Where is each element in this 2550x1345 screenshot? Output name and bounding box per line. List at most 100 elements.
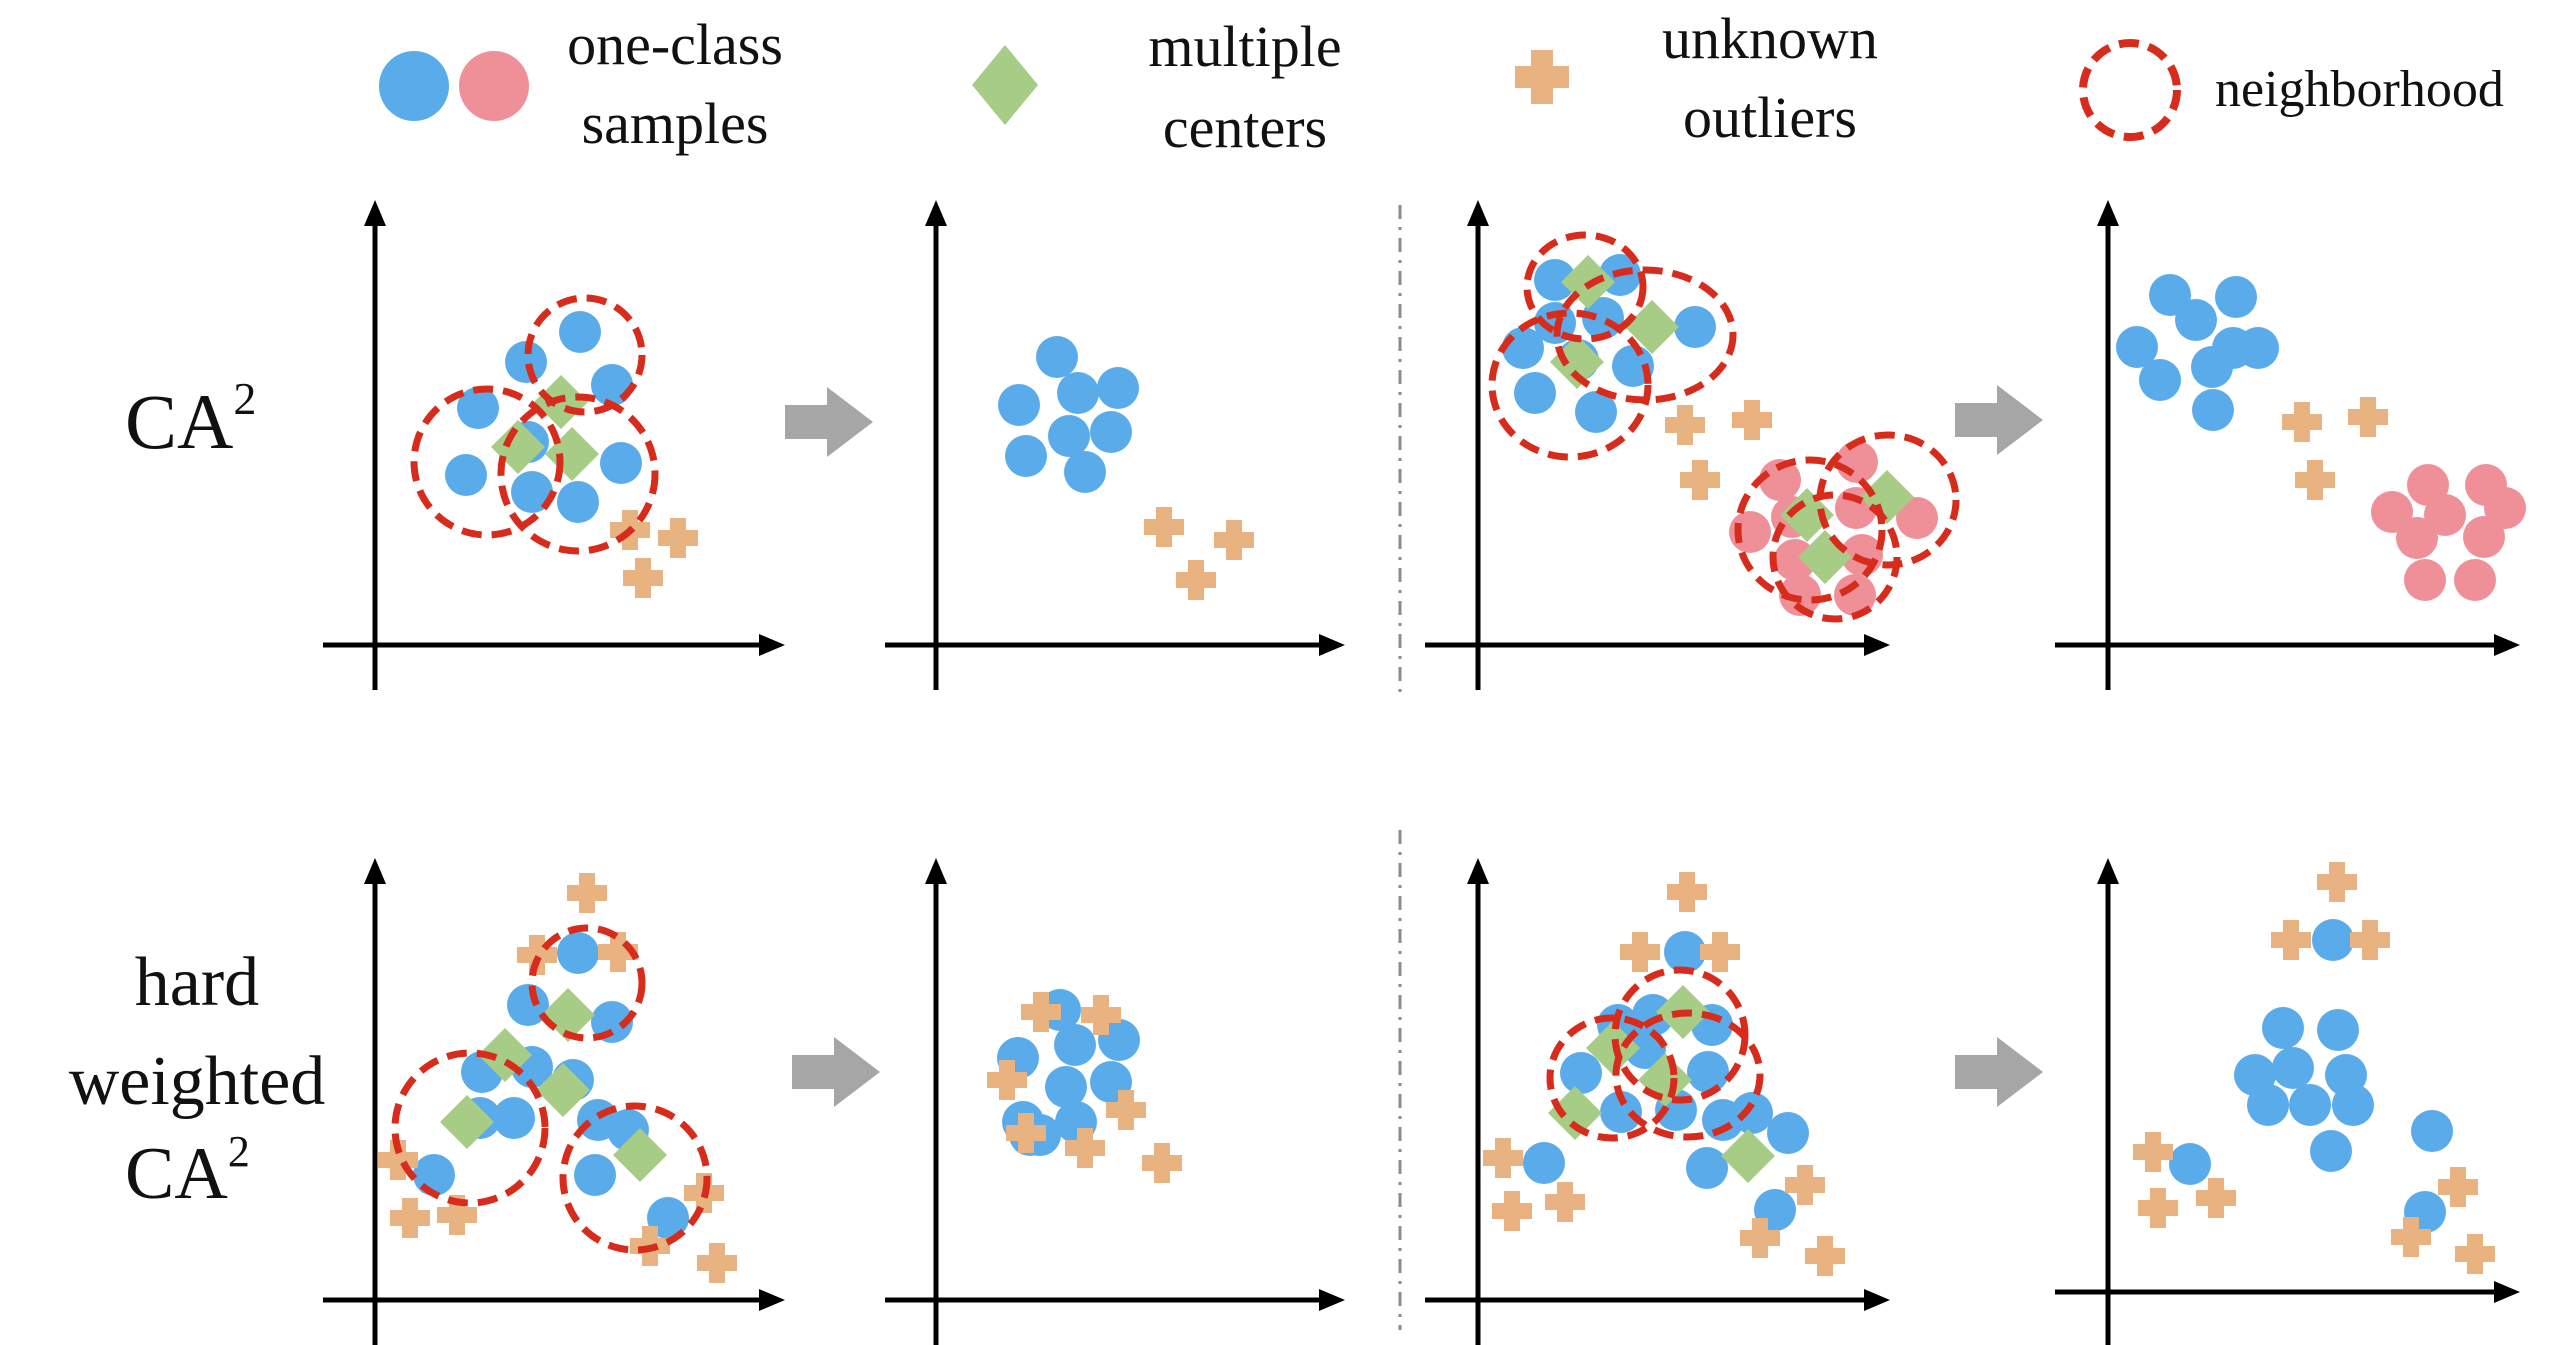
sample-pink-circle <box>1779 574 1821 616</box>
sample-blue-circle <box>1674 306 1716 348</box>
sample-blue-circle <box>2411 1110 2453 1152</box>
legend-item-neighborhood: neighborhood <box>2079 39 2504 141</box>
outlier-cross <box>1081 995 1121 1035</box>
center-diamond <box>1550 335 1604 389</box>
sample-blue-circle <box>1612 345 1654 387</box>
neighborhood-dashed-circle <box>1612 1009 1764 1141</box>
neighborhood-dashed-circle <box>1488 309 1652 461</box>
sample-blue-circle <box>507 984 549 1026</box>
outlier-cross <box>517 935 557 975</box>
sample-blue-circle <box>1687 1051 1729 1093</box>
axes-row2-panel1 <box>323 858 785 1345</box>
sample-pink-circle <box>2424 494 2466 536</box>
outlier-cross <box>1021 992 1061 1032</box>
outlier-cross <box>1006 1113 1046 1153</box>
outlier-cross <box>1144 507 1184 547</box>
y-axis-arrowhead <box>2097 858 2119 884</box>
legend-item-multiple-centers: multiple centers <box>972 14 1342 160</box>
axes-row2-panel4 <box>2055 858 2520 1345</box>
outlier-cross <box>2317 862 2357 902</box>
y-axis-arrowhead <box>925 858 947 884</box>
legend-one-class-line1: one-class <box>567 12 783 77</box>
row-label-hard-ca2-superscript: 2 <box>228 1127 250 1176</box>
outlier-cross <box>987 1060 1027 1100</box>
sample-blue-circle <box>1560 1052 1602 1094</box>
sample-blue-circle <box>1575 391 1617 433</box>
outlier-cross <box>1667 872 1707 912</box>
center-diamond <box>440 1095 494 1149</box>
axes-row2-panel3 <box>1425 858 1890 1345</box>
transform-right-arrow <box>792 1037 880 1107</box>
row-label-ca2-superscript: 2 <box>233 373 256 424</box>
legend-item-unknown-outliers: unknown outliers <box>1515 6 1878 150</box>
sample-blue-circle <box>2175 299 2217 341</box>
y-axis-arrowhead <box>1467 858 1489 884</box>
outlier-cross <box>1785 1165 1825 1205</box>
outlier-cross <box>2350 920 2390 960</box>
outlier-cross <box>1065 1128 1105 1168</box>
sample-blue-circle <box>2262 1007 2304 1049</box>
sample-blue-circle <box>1036 336 1078 378</box>
sample-blue-circle <box>1502 327 1544 369</box>
sample-blue-circle <box>505 341 547 383</box>
sample-blue-circle <box>457 387 499 429</box>
axes-row2-panel2 <box>885 858 1345 1345</box>
row-label-weighted-line: weighted <box>69 1043 326 1120</box>
sample-blue-circle <box>1600 1091 1642 1133</box>
neighborhood-dashed-circle <box>524 294 646 416</box>
sample-blue-circle <box>1534 259 1576 301</box>
sample-pink-circle <box>2396 517 2438 559</box>
sample-blue-circle <box>998 384 1040 426</box>
sample-blue-circle <box>591 364 633 406</box>
sample-blue-circle <box>559 311 601 353</box>
x-axis-arrowhead <box>2494 634 2520 656</box>
sample-pink-circle <box>2454 559 2496 601</box>
legend-outlier-cross-icon <box>1515 50 1569 104</box>
sample-blue-circle <box>1767 1112 1809 1154</box>
sample-blue-circle <box>1064 451 1106 493</box>
sample-pink-circle <box>2484 487 2526 529</box>
outlier-cross <box>1492 1191 1532 1231</box>
sample-pink-circle <box>2371 491 2413 533</box>
outlier-cross <box>2133 1132 2173 1172</box>
center-diamond <box>1780 488 1834 542</box>
legend-one-class-line2: samples <box>582 91 769 156</box>
axes-row1-panel2 <box>885 200 1345 690</box>
sample-blue-circle <box>413 1154 455 1196</box>
neighborhood-dashed-circle <box>1816 431 1960 569</box>
sample-blue-circle <box>1514 372 1556 414</box>
sample-blue-circle <box>2310 1130 2352 1172</box>
sample-pink-circle <box>1834 574 1876 616</box>
sample-blue-circle <box>2312 919 2354 961</box>
outlier-cross <box>1740 1218 1780 1258</box>
neighborhood-circles <box>391 231 1960 1254</box>
x-axis-arrowhead <box>1319 1289 1345 1311</box>
outlier-cross <box>390 1198 430 1238</box>
sample-blue-circle <box>2332 1084 2374 1126</box>
center-diamond <box>536 1063 590 1117</box>
sample-blue-circle <box>2169 1143 2211 1185</box>
outlier-cross <box>2282 402 2322 442</box>
legend-pink-sample-icon <box>459 51 529 121</box>
sample-pink-circle <box>1896 497 1938 539</box>
sample-blue-circle <box>2192 389 2234 431</box>
sample-blue-circle <box>1048 415 1090 457</box>
outlier-cross <box>2196 1178 2236 1218</box>
sample-blue-circle <box>493 1097 535 1139</box>
outlier-cross <box>658 518 698 558</box>
outlier-cross <box>697 1243 737 1283</box>
axes-row1-panel1 <box>323 200 785 690</box>
outlier-cross <box>2348 397 2388 437</box>
svg-text:CA2: CA2 <box>125 1127 250 1215</box>
row-label-hard-weighted-ca2: hard weighted CA2 <box>69 944 326 1215</box>
scatter-marks <box>378 254 2526 1283</box>
center-diamond <box>1548 1086 1602 1140</box>
sample-blue-circle <box>600 442 642 484</box>
x-axis-arrowhead <box>759 634 785 656</box>
sample-blue-circle <box>2215 276 2257 318</box>
outlier-cross <box>437 1195 477 1235</box>
sample-blue-circle <box>2272 1047 2314 1089</box>
axes-row1-panel3 <box>1425 200 1890 690</box>
outlier-cross <box>2438 1167 2478 1207</box>
